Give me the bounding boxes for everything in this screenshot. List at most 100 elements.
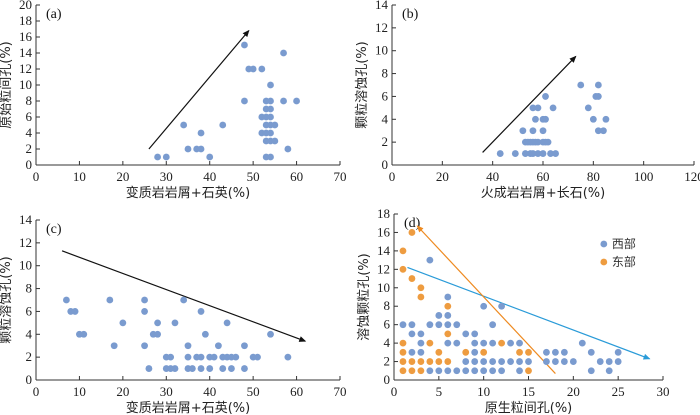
panel-b: 0 20 40 60 80 100 120 0 2 4 6 8 10 12 14 火成岩岩屑+长石(%) 颗粒溶… [355, 0, 700, 201]
x-tick-label: 70 [334, 169, 347, 184]
data-point [417, 358, 425, 365]
data-point [444, 312, 452, 319]
y-tick-label: 16 [377, 224, 391, 239]
y-tick-label: 12 [19, 235, 32, 250]
data-point [141, 296, 148, 304]
data-point [462, 348, 470, 356]
data-point [267, 97, 274, 105]
data-point [507, 339, 514, 347]
x-tick-label: 40 [203, 169, 216, 184]
data-point [271, 137, 279, 145]
data-point [480, 367, 488, 375]
y-tick-label: 10 [19, 77, 32, 92]
data-point [614, 358, 622, 365]
data-point [519, 127, 527, 135]
data-point [267, 153, 274, 161]
data-point [525, 367, 532, 375]
data-point [219, 121, 227, 129]
x-tick-label: 30 [657, 384, 670, 399]
data-point [480, 358, 488, 365]
data-point [547, 150, 554, 157]
data-point [249, 65, 257, 73]
data-point [549, 104, 557, 112]
data-point [516, 358, 523, 365]
y-tick-label: 14 [375, 0, 389, 12]
y-tick-label: 14 [19, 45, 33, 60]
data-point [498, 358, 505, 365]
data-point [228, 365, 235, 372]
data-point [552, 358, 559, 365]
data-point [552, 150, 559, 157]
x-tick-label: 20 [116, 169, 129, 184]
data-point [119, 319, 127, 327]
data-point [453, 321, 461, 329]
y-tick-label: 2 [26, 349, 33, 364]
data-point [241, 41, 248, 49]
x-axis-title: 变质岩岩屑+石英(%) [126, 400, 250, 415]
data-point [426, 256, 434, 264]
y-tick-label: 4 [384, 335, 391, 350]
data-point [560, 348, 568, 356]
data-point [399, 367, 407, 375]
data-point [417, 339, 425, 347]
data-point [408, 321, 416, 329]
trend-arrow [61, 250, 307, 342]
legend-marker [600, 258, 608, 266]
data-point [435, 321, 443, 329]
data-point [219, 365, 227, 372]
legend-marker [600, 240, 608, 248]
x-tick-label: 70 [334, 384, 347, 399]
data-point [426, 367, 434, 375]
x-axis-title: 原生粒间孔(%) [485, 401, 573, 415]
data-point [587, 367, 595, 375]
data-point [271, 121, 279, 129]
x-tick-label: 5 [436, 384, 443, 399]
data-point [471, 330, 479, 338]
data-point [417, 293, 425, 301]
data-point [435, 367, 443, 375]
data-point [605, 367, 613, 375]
y-tick-label: 0 [384, 372, 391, 387]
data-point [145, 365, 153, 372]
data-point [197, 129, 205, 137]
data-point [539, 150, 547, 157]
y-tick-label: 18 [377, 206, 390, 221]
data-point [444, 358, 452, 365]
data-point [462, 367, 470, 375]
data-point [525, 358, 532, 365]
data-point [408, 367, 416, 375]
y-tick-label: 8 [26, 93, 33, 108]
x-tick-label: 120 [684, 169, 700, 184]
data-point [408, 330, 416, 338]
data-point [184, 145, 192, 153]
data-point [516, 367, 523, 375]
data-point [223, 319, 231, 327]
x-tick-label: 50 [247, 169, 260, 184]
data-point [614, 348, 622, 356]
data-point [516, 339, 523, 347]
panel-c: 0 10 20 30 40 50 60 70 0 2 4 6 8 10 12 14 变质岩岩屑+石英(%) 颗粒溶… [0, 212, 347, 415]
data-point [197, 308, 205, 315]
data-point [539, 127, 547, 135]
y-tick-label: 4 [26, 326, 33, 341]
data-point [444, 339, 452, 347]
trend-arrow [407, 266, 651, 360]
data-point [267, 81, 274, 89]
data-point [594, 127, 602, 135]
panel-label: (d) [404, 216, 421, 231]
data-point [534, 138, 542, 146]
y-tick-label: 10 [375, 43, 388, 58]
y-tick-label: 14 [19, 212, 33, 227]
data-point [480, 348, 488, 356]
y-tick-label: 18 [19, 13, 32, 28]
x-tick-label: 60 [290, 169, 303, 184]
y-tick-label: 20 [19, 0, 32, 12]
data-point [444, 302, 452, 310]
data-point [594, 81, 602, 89]
x-tick-label: 25 [612, 384, 625, 399]
data-point [489, 367, 497, 375]
y-tick-label: 10 [19, 258, 32, 273]
data-point [498, 339, 505, 347]
data-point [552, 348, 559, 356]
data-point [542, 93, 549, 100]
